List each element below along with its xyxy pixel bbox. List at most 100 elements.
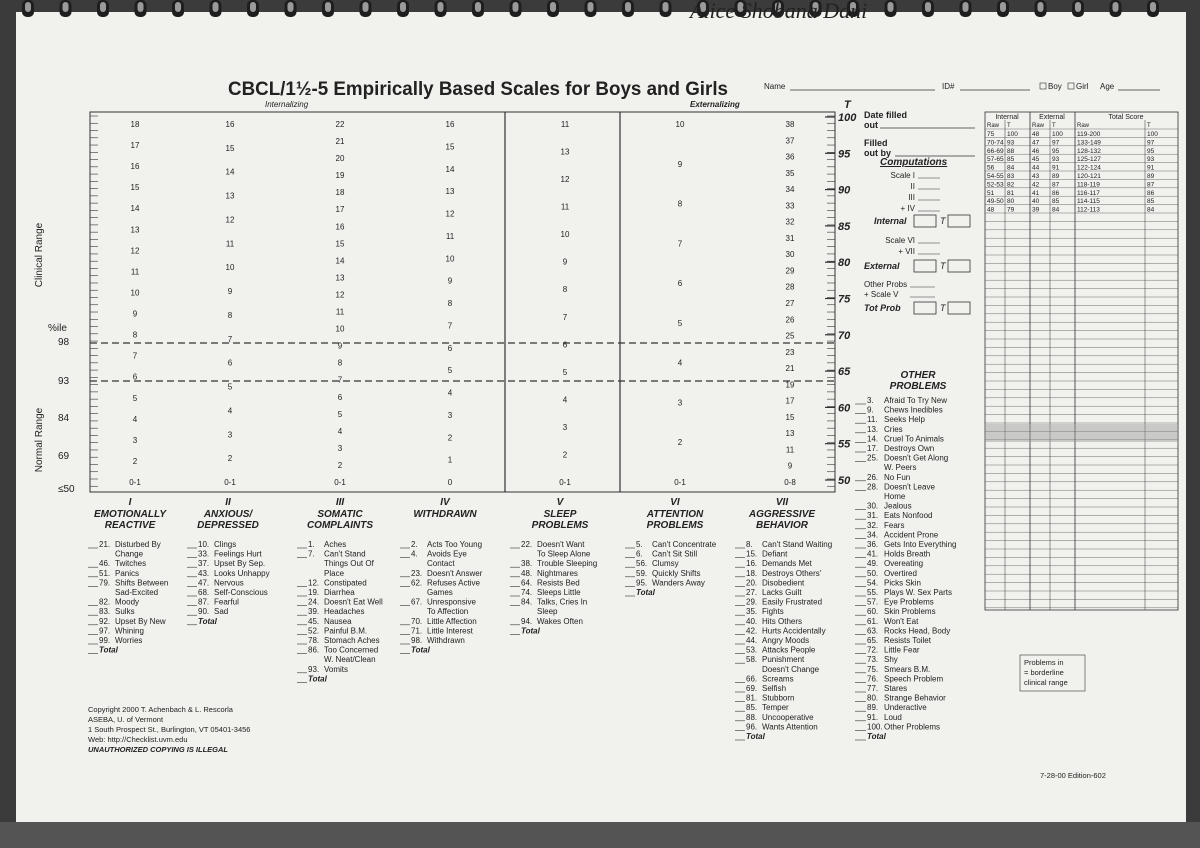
computation-line: III	[908, 193, 915, 202]
raw-score: 13	[786, 429, 795, 438]
raw-score: 3	[133, 436, 138, 445]
t-label: T	[940, 261, 947, 271]
item-text: Hurts Accidentally	[762, 626, 826, 635]
table-cell: 88	[1007, 148, 1015, 155]
raw-score: 3	[448, 411, 453, 420]
date-filled-label: out	[864, 120, 878, 130]
table-cell: 83	[1007, 173, 1015, 180]
table-subhead: T	[1052, 123, 1056, 129]
total-label: Total	[867, 732, 887, 741]
percentile-label: 98	[58, 337, 70, 348]
binding-hole	[475, 2, 481, 12]
item-text: Jealous	[884, 502, 912, 511]
binding-hole	[700, 2, 706, 12]
t-header: T	[844, 99, 852, 111]
table-cell: 75	[987, 131, 995, 138]
binding-hole	[1000, 2, 1006, 12]
table-cell: 120-121	[1077, 173, 1101, 180]
binding-hole	[662, 2, 669, 12]
table-subhead: T	[1007, 123, 1011, 129]
table-cell: 86	[1147, 190, 1155, 197]
item-text: Aches	[324, 540, 346, 549]
profile-frame	[89, 111, 836, 493]
item-text: Eye Problems	[884, 598, 934, 607]
scale-number: IV	[440, 497, 451, 508]
raw-score: 7	[678, 239, 683, 248]
item-number: 88.	[746, 713, 757, 722]
binding-hole	[1075, 2, 1081, 12]
item-text: Easily Frustrated	[762, 598, 822, 607]
raw-score: 2	[678, 438, 683, 447]
item-number: 96.	[746, 722, 757, 731]
raw-score: 13	[226, 192, 235, 201]
raw-score: 6	[228, 359, 233, 368]
item-number: 100.	[867, 722, 883, 731]
table-cell: 84	[1052, 207, 1060, 214]
table-cell: 70-74	[987, 139, 1004, 146]
item-number: 63.	[867, 626, 878, 635]
item-text: Temper	[762, 703, 789, 712]
legend-text: clinical range	[1024, 678, 1068, 687]
item-text: Avoids Eye	[427, 550, 467, 559]
table-cell: 91	[1147, 165, 1155, 172]
item-number: 14.	[867, 434, 878, 443]
binding-hole	[587, 2, 594, 12]
item-text: Seeks Help	[884, 415, 925, 424]
t-score-label: 55	[838, 439, 851, 451]
item-text: Punishment	[762, 655, 805, 664]
item-number: 78.	[308, 636, 319, 645]
item-number: 46.	[99, 559, 110, 568]
item-text: Sad	[214, 607, 228, 616]
table-cell: 48	[1032, 131, 1040, 138]
table-cell: 54-55	[987, 173, 1004, 180]
item-number: 70.	[411, 617, 422, 626]
bottom-edge	[0, 822, 1200, 848]
item-text: Panics	[115, 569, 139, 578]
item-number: 74.	[521, 588, 532, 597]
age-label: Age	[1100, 82, 1115, 91]
raw-score: 19	[786, 380, 795, 389]
item-text: Stares	[884, 684, 907, 693]
raw-score: 7	[338, 376, 343, 385]
raw-score: 32	[786, 218, 795, 227]
raw-score: 9	[563, 258, 568, 267]
t-score-label: 95	[838, 148, 851, 160]
raw-score: 21	[786, 364, 795, 373]
item-text: Wants Attention	[762, 722, 818, 731]
item-text: Disobedient	[762, 578, 805, 587]
item-text: Demands Met	[762, 559, 813, 568]
total-label: Total	[746, 732, 766, 741]
item-text: Looks Unhappy	[214, 569, 270, 578]
item-text: Uncooperative	[762, 713, 814, 722]
table-group: Internal	[995, 114, 1019, 121]
t-score-label: 80	[838, 257, 851, 269]
item-number: 33.	[198, 550, 209, 559]
item-text: Resists Toilet	[884, 636, 932, 645]
filled-by-label: out by	[864, 148, 891, 158]
score-box	[947, 301, 971, 315]
item-number: 41.	[867, 550, 878, 559]
computation-line: + IV	[901, 204, 916, 213]
conversion-table	[984, 111, 1179, 611]
computations-title: Computations	[880, 157, 948, 168]
item-text: Shifts Between	[115, 578, 168, 587]
item-text: Angry Moods	[762, 636, 809, 645]
raw-score: 15	[446, 142, 455, 151]
item-number: 31.	[867, 511, 878, 520]
item-text: Doesn't Answer	[427, 569, 483, 578]
raw-score: 18	[336, 188, 345, 197]
raw-score: 20	[336, 154, 345, 163]
total-label: Total	[308, 674, 328, 683]
item-text: Nightmares	[537, 569, 578, 578]
item-text: Little Fear	[884, 646, 920, 655]
item-number: 83.	[99, 607, 110, 616]
item-number: 43.	[198, 569, 209, 578]
raw-score: 13	[131, 225, 140, 234]
total-label: Total	[198, 617, 218, 626]
raw-score: 14	[336, 256, 345, 265]
raw-score: 11	[226, 239, 235, 248]
table-cell: 100	[1147, 131, 1158, 138]
item-text: Worries	[115, 636, 142, 645]
computation-line: Scale VI	[885, 236, 915, 245]
raw-score: 7	[563, 313, 568, 322]
